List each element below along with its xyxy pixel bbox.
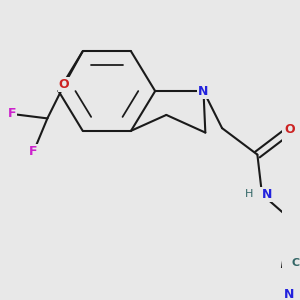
Text: N: N	[198, 85, 209, 98]
Text: H: H	[245, 189, 253, 199]
Text: F: F	[8, 107, 16, 121]
Text: C: C	[291, 258, 299, 268]
Text: O: O	[285, 123, 295, 136]
Text: O: O	[59, 78, 69, 92]
Text: N: N	[262, 188, 272, 201]
Text: F: F	[29, 146, 38, 158]
Text: N: N	[284, 288, 294, 300]
